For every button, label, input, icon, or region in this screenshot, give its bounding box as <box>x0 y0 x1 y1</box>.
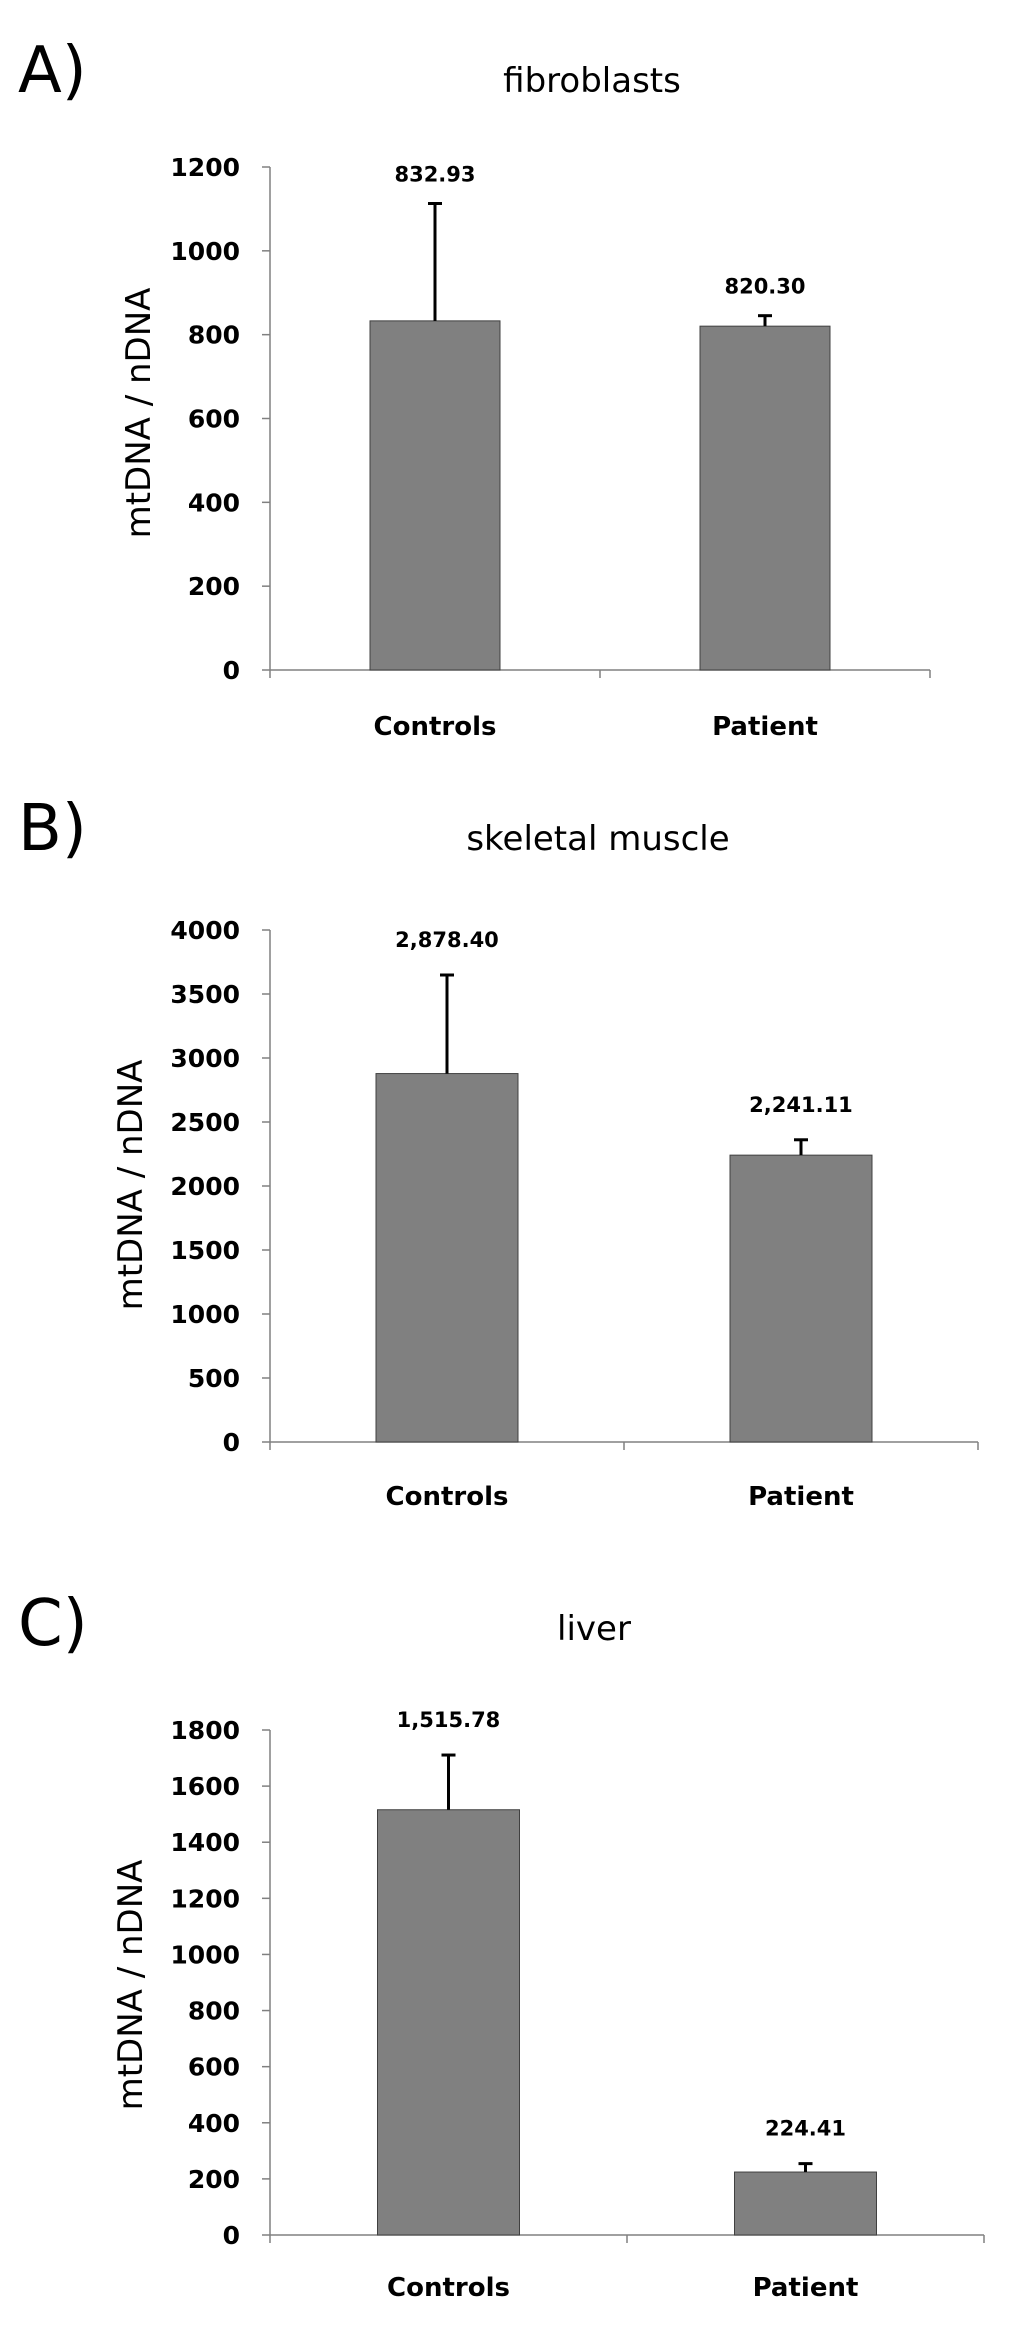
panel-c: C) liver mtDNA / nDNA 0 200 400 600 800 1000 1… <box>18 1587 985 2303</box>
panel-b-y-tick-label: 3000 <box>170 1044 240 1073</box>
panel-c-x-category-label: Patient <box>753 2273 859 2303</box>
panel-a-y-tick-label: 600 <box>188 405 240 434</box>
panel-b-y-tick-label: 1500 <box>170 1236 240 1265</box>
panel-a-data-label-controls: 832.93 <box>394 162 475 186</box>
panel-b-y-tick-label: 500 <box>188 1364 240 1393</box>
panel-b-y-tick-label: 4000 <box>170 916 240 945</box>
panel-c-y-axis-label: mtDNA / nDNA <box>111 1860 151 2111</box>
panel-a-data-label-patient: 820.30 <box>724 275 805 299</box>
panel-c-y-tick-label: 1600 <box>170 1772 240 1801</box>
panel-c-title: liver <box>557 1609 631 1649</box>
panel-b-y-tick-label: 3500 <box>170 980 240 1009</box>
panel-c-bar-patient <box>734 2171 877 2236</box>
panel-c-y-tick-label: 0 <box>223 2221 240 2250</box>
panel-c-data-label-controls: 1,515.78 <box>397 1708 501 1732</box>
panel-a-y-tick-label: 0 <box>223 656 240 685</box>
panel-a-y-tick-label: 800 <box>188 321 240 350</box>
panel-c-data-label-patient: 224.41 <box>765 2117 846 2141</box>
panel-a-x-category-label: Patient <box>712 712 818 742</box>
panel-a-y-axis-label: mtDNA / nDNA <box>119 288 159 539</box>
panel-b-y-tick-label: 2000 <box>170 1172 240 1201</box>
panel-a-x-category-label: Controls <box>374 712 497 742</box>
panel-a-y-tick-label: 1200 <box>170 153 240 182</box>
panel-a-bar-controls <box>369 320 501 671</box>
panel-b-y-axis-label: mtDNA / nDNA <box>111 1060 151 1311</box>
panel-a-bar-patient <box>699 325 831 671</box>
panel-a-y-tick-label: 200 <box>188 572 240 601</box>
panel-b-title: skeletal muscle <box>466 819 729 859</box>
panel-c-y-tick-label: 1000 <box>170 1940 240 1969</box>
panel-c-y-tick-label: 400 <box>188 2109 240 2138</box>
panel-b-letter: B) <box>18 792 87 866</box>
panel-c-y-tick-label: 600 <box>188 2053 240 2082</box>
panel-b-data-label-patient: 2,241.11 <box>749 1093 853 1117</box>
panel-b-x-category-label: Patient <box>748 1482 854 1512</box>
panel-b-bar-controls <box>375 1073 519 1443</box>
panel-c-letter: C) <box>18 1587 88 1661</box>
panel-a: A) fibroblasts mtDNA / nDNA 0 200 400 600 80… <box>18 34 931 742</box>
panel-c-plot: 0 200 400 600 800 1000 1200 1400 1600 1800 1,515.7… <box>170 1708 985 2303</box>
panel-c-y-tick-label: 1400 <box>170 1828 240 1857</box>
panel-b-y-tick-label: 1000 <box>170 1300 240 1329</box>
panel-c-y-tick-label: 1200 <box>170 1884 240 1913</box>
panel-b: B) skeletal muscle mtDNA / nDNA 0 500 1000… <box>18 792 979 1512</box>
panel-b-plot: 0 500 1000 1500 2000 2500 3000 3500 4000 2,878.40… <box>170 916 979 1512</box>
panel-a-y-tick-label: 400 <box>188 488 240 517</box>
panel-a-letter: A) <box>18 34 87 108</box>
panel-c-x-category-label: Controls <box>387 2273 510 2303</box>
panel-c-y-tick-label: 200 <box>188 2165 240 2194</box>
panel-a-y-tick-label: 1000 <box>170 237 240 266</box>
panel-a-title: fibroblasts <box>503 61 681 101</box>
panel-a-plot: 0 200 400 600 800 1000 1200 832.93 Controls 820.3… <box>170 153 931 742</box>
panel-b-data-label-controls: 2,878.40 <box>395 928 499 952</box>
panel-b-bar-patient <box>729 1154 873 1443</box>
panel-b-y-tick-label: 0 <box>223 1428 240 1457</box>
panel-c-y-tick-label: 1800 <box>170 1716 240 1745</box>
panel-c-y-tick-label: 800 <box>188 1997 240 2026</box>
panel-c-bar-controls <box>377 1809 520 2236</box>
panel-b-y-tick-label: 2500 <box>170 1108 240 1137</box>
panel-b-x-category-label: Controls <box>386 1482 509 1512</box>
